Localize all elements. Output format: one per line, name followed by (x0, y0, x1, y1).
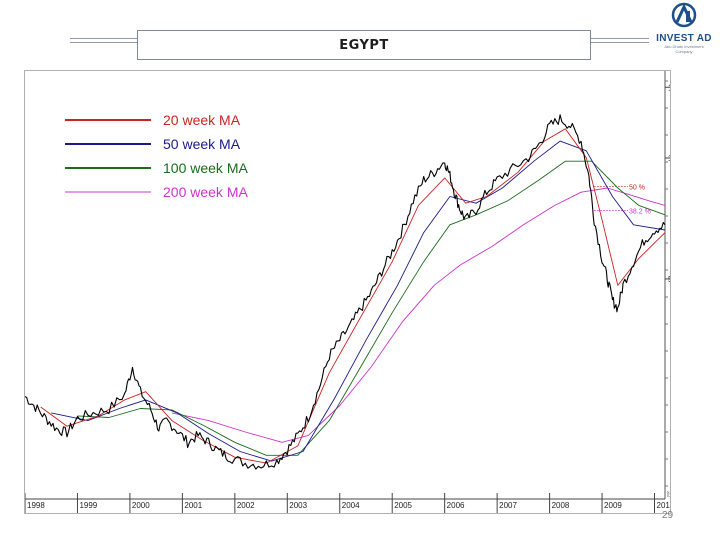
page-number: 29 (662, 510, 674, 521)
header-rule-right-top (589, 38, 649, 39)
page-title-box: EGYPT (137, 30, 591, 60)
logo-tagline-2: Company (675, 49, 693, 54)
legend-label-ma50: 50 week MA (163, 136, 241, 152)
y-tick-label-0: 1500 (668, 83, 670, 92)
header-rule-right-bottom (589, 42, 649, 43)
ma200-series-line (171, 187, 666, 443)
x-tick-label-9: 2007 (499, 501, 517, 510)
y-tick-label-2: 500 (668, 275, 670, 284)
x-tick-label-3: 2001 (184, 501, 202, 510)
chart-frame: 1500 1000 500 ĩ:10 1998 1999 2000 2001 2002 2003 2… (24, 70, 686, 514)
logo-tagline-1: Abu Dhabi Investment (664, 44, 704, 49)
x-tick-label-11: 2009 (604, 501, 622, 510)
legend-label-ma200: 200 week MA (163, 184, 248, 200)
price-series-line (24, 114, 666, 470)
logo-mark-icon (671, 2, 697, 28)
header-rule-left-top (70, 38, 137, 39)
y-tick-label-1: 1000 (668, 154, 670, 163)
legend-label-ma20: 20 week MA (163, 112, 241, 128)
ma100-series-line (77, 160, 666, 456)
x-tick-label-0: 1998 (27, 501, 45, 510)
fib-level-label-1: 38.2 % (629, 209, 651, 216)
moving-average-chart: 1500 1000 500 ĩ:10 1998 1999 2000 2001 2002 2003 2… (24, 71, 686, 513)
y-axis-bottom-label: ĩ:10 (666, 492, 670, 499)
x-tick-label-12: 2010 (657, 501, 670, 510)
ma50-series-line (51, 140, 666, 462)
header-rule-left-bottom (70, 42, 137, 43)
x-tick-label-10: 2008 (552, 501, 570, 510)
x-tick-label-2: 2000 (132, 501, 150, 510)
company-logo: INVEST AD Abu Dhabi Investment Company (652, 2, 716, 62)
x-tick-label-5: 2003 (289, 501, 307, 510)
x-tick-label-6: 2004 (342, 501, 360, 510)
logo-name: INVEST AD (656, 33, 712, 44)
x-tick-label-7: 2005 (394, 501, 412, 510)
x-tick-label-1: 1999 (79, 501, 97, 510)
fib-level-label-0: 50 % (629, 184, 645, 191)
ma20-series-line (40, 128, 666, 464)
x-tick-label-8: 2006 (447, 501, 465, 510)
page-title: EGYPT (339, 37, 389, 53)
legend-label-ma100: 100 week MA (163, 160, 248, 176)
x-tick-label-4: 2002 (237, 501, 255, 510)
